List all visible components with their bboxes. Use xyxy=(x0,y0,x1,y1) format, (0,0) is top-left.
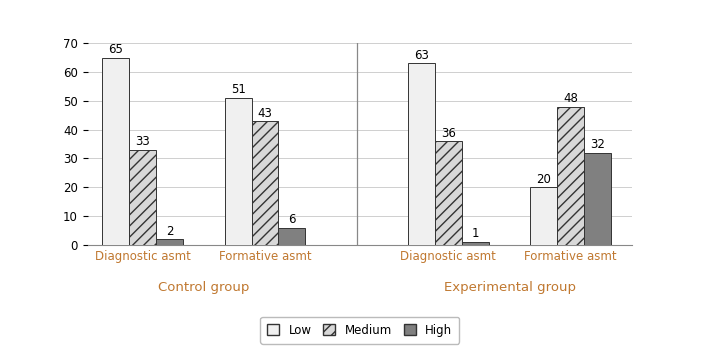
Bar xyxy=(225,98,251,245)
Text: Experimental group: Experimental group xyxy=(444,281,576,294)
Text: 48: 48 xyxy=(563,92,578,105)
Text: 33: 33 xyxy=(135,135,150,148)
Bar xyxy=(279,228,305,245)
Text: 63: 63 xyxy=(414,49,429,62)
Legend: Low, Medium, High: Low, Medium, High xyxy=(260,316,459,344)
Text: 43: 43 xyxy=(258,107,272,120)
Text: 1: 1 xyxy=(472,228,479,240)
Bar xyxy=(462,242,489,245)
Text: 6: 6 xyxy=(289,213,296,226)
Text: 20: 20 xyxy=(536,173,551,186)
Bar xyxy=(129,150,157,245)
Bar xyxy=(251,121,279,245)
Bar xyxy=(530,187,557,245)
Bar xyxy=(557,107,584,245)
Bar xyxy=(435,141,462,245)
Text: 65: 65 xyxy=(108,43,124,56)
Bar xyxy=(584,153,611,245)
Text: 2: 2 xyxy=(166,225,173,238)
Bar xyxy=(102,58,129,245)
Text: Control group: Control group xyxy=(158,281,250,294)
Text: 36: 36 xyxy=(441,127,456,140)
Bar xyxy=(408,63,435,245)
Text: 51: 51 xyxy=(231,84,246,96)
Bar xyxy=(157,239,183,245)
Text: 32: 32 xyxy=(590,138,605,151)
